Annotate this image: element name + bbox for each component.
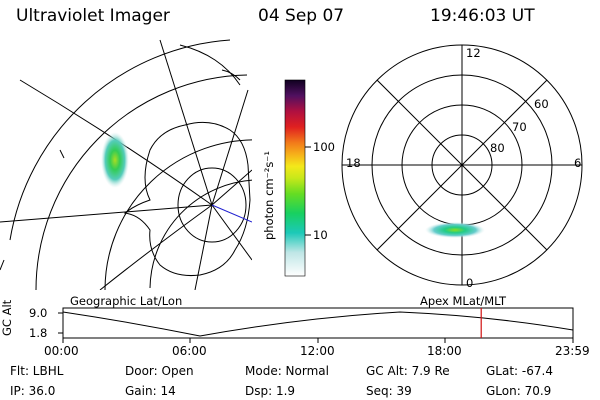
ip-info: IP: 36.0 — [10, 384, 56, 398]
polar-plot — [341, 44, 583, 286]
geographic-map — [0, 39, 252, 290]
ytick-9: 9.0 — [29, 306, 48, 320]
glat-info: GLat: -67.4 — [486, 364, 553, 378]
colorbar-label-100: 100 — [313, 140, 335, 154]
mlt-label-0: 0 — [466, 276, 474, 290]
mode-info: Mode: Normal — [245, 364, 329, 378]
mlt-label-12: 12 — [466, 46, 481, 60]
xtick-1800: 18:00 — [427, 344, 462, 358]
dsp-info: Dsp: 1.9 — [245, 384, 296, 398]
lat-label-60: 60 — [534, 97, 549, 111]
aurora-emission-right — [425, 222, 485, 238]
mlt-label-18: 18 — [346, 156, 361, 170]
lat-label-80: 80 — [490, 141, 505, 155]
gain-info: Gain: 14 — [125, 384, 176, 398]
right-panel-label: Apex MLat/MLT — [420, 294, 507, 308]
seq-info: Seq: 39 — [366, 384, 412, 398]
instrument-title: Ultraviolet Imager — [16, 6, 170, 26]
gc-alt-info: GC Alt: 7.9 Re — [366, 364, 450, 378]
ytick-1-8: 1.8 — [29, 326, 48, 340]
mlt-label-6: 6 — [574, 156, 582, 170]
xtick-2359: 23:59 — [555, 344, 590, 358]
colorbar — [284, 79, 306, 277]
date-label: 04 Sep 07 — [258, 6, 345, 26]
aurora-emission-left — [101, 132, 129, 188]
xtick-0000: 00:00 — [44, 344, 79, 358]
xtick-0600: 06:00 — [172, 344, 207, 358]
door-info: Door: Open — [125, 364, 194, 378]
lat-label-70: 70 — [512, 120, 527, 134]
time-label: 19:46:03 UT — [430, 6, 535, 26]
filter-info: Flt: LBHL — [10, 364, 64, 378]
left-panel-label: Geographic Lat/Lon — [70, 294, 183, 308]
glon-info: GLon: 70.9 — [486, 384, 552, 398]
xtick-1200: 12:00 — [300, 344, 335, 358]
timeline-ylabel: GC Alt — [0, 299, 14, 336]
colorbar-label-10: 10 — [313, 228, 328, 242]
timeline-plot — [58, 307, 574, 343]
colorbar-units: photon cm⁻²s⁻¹ — [262, 151, 276, 240]
